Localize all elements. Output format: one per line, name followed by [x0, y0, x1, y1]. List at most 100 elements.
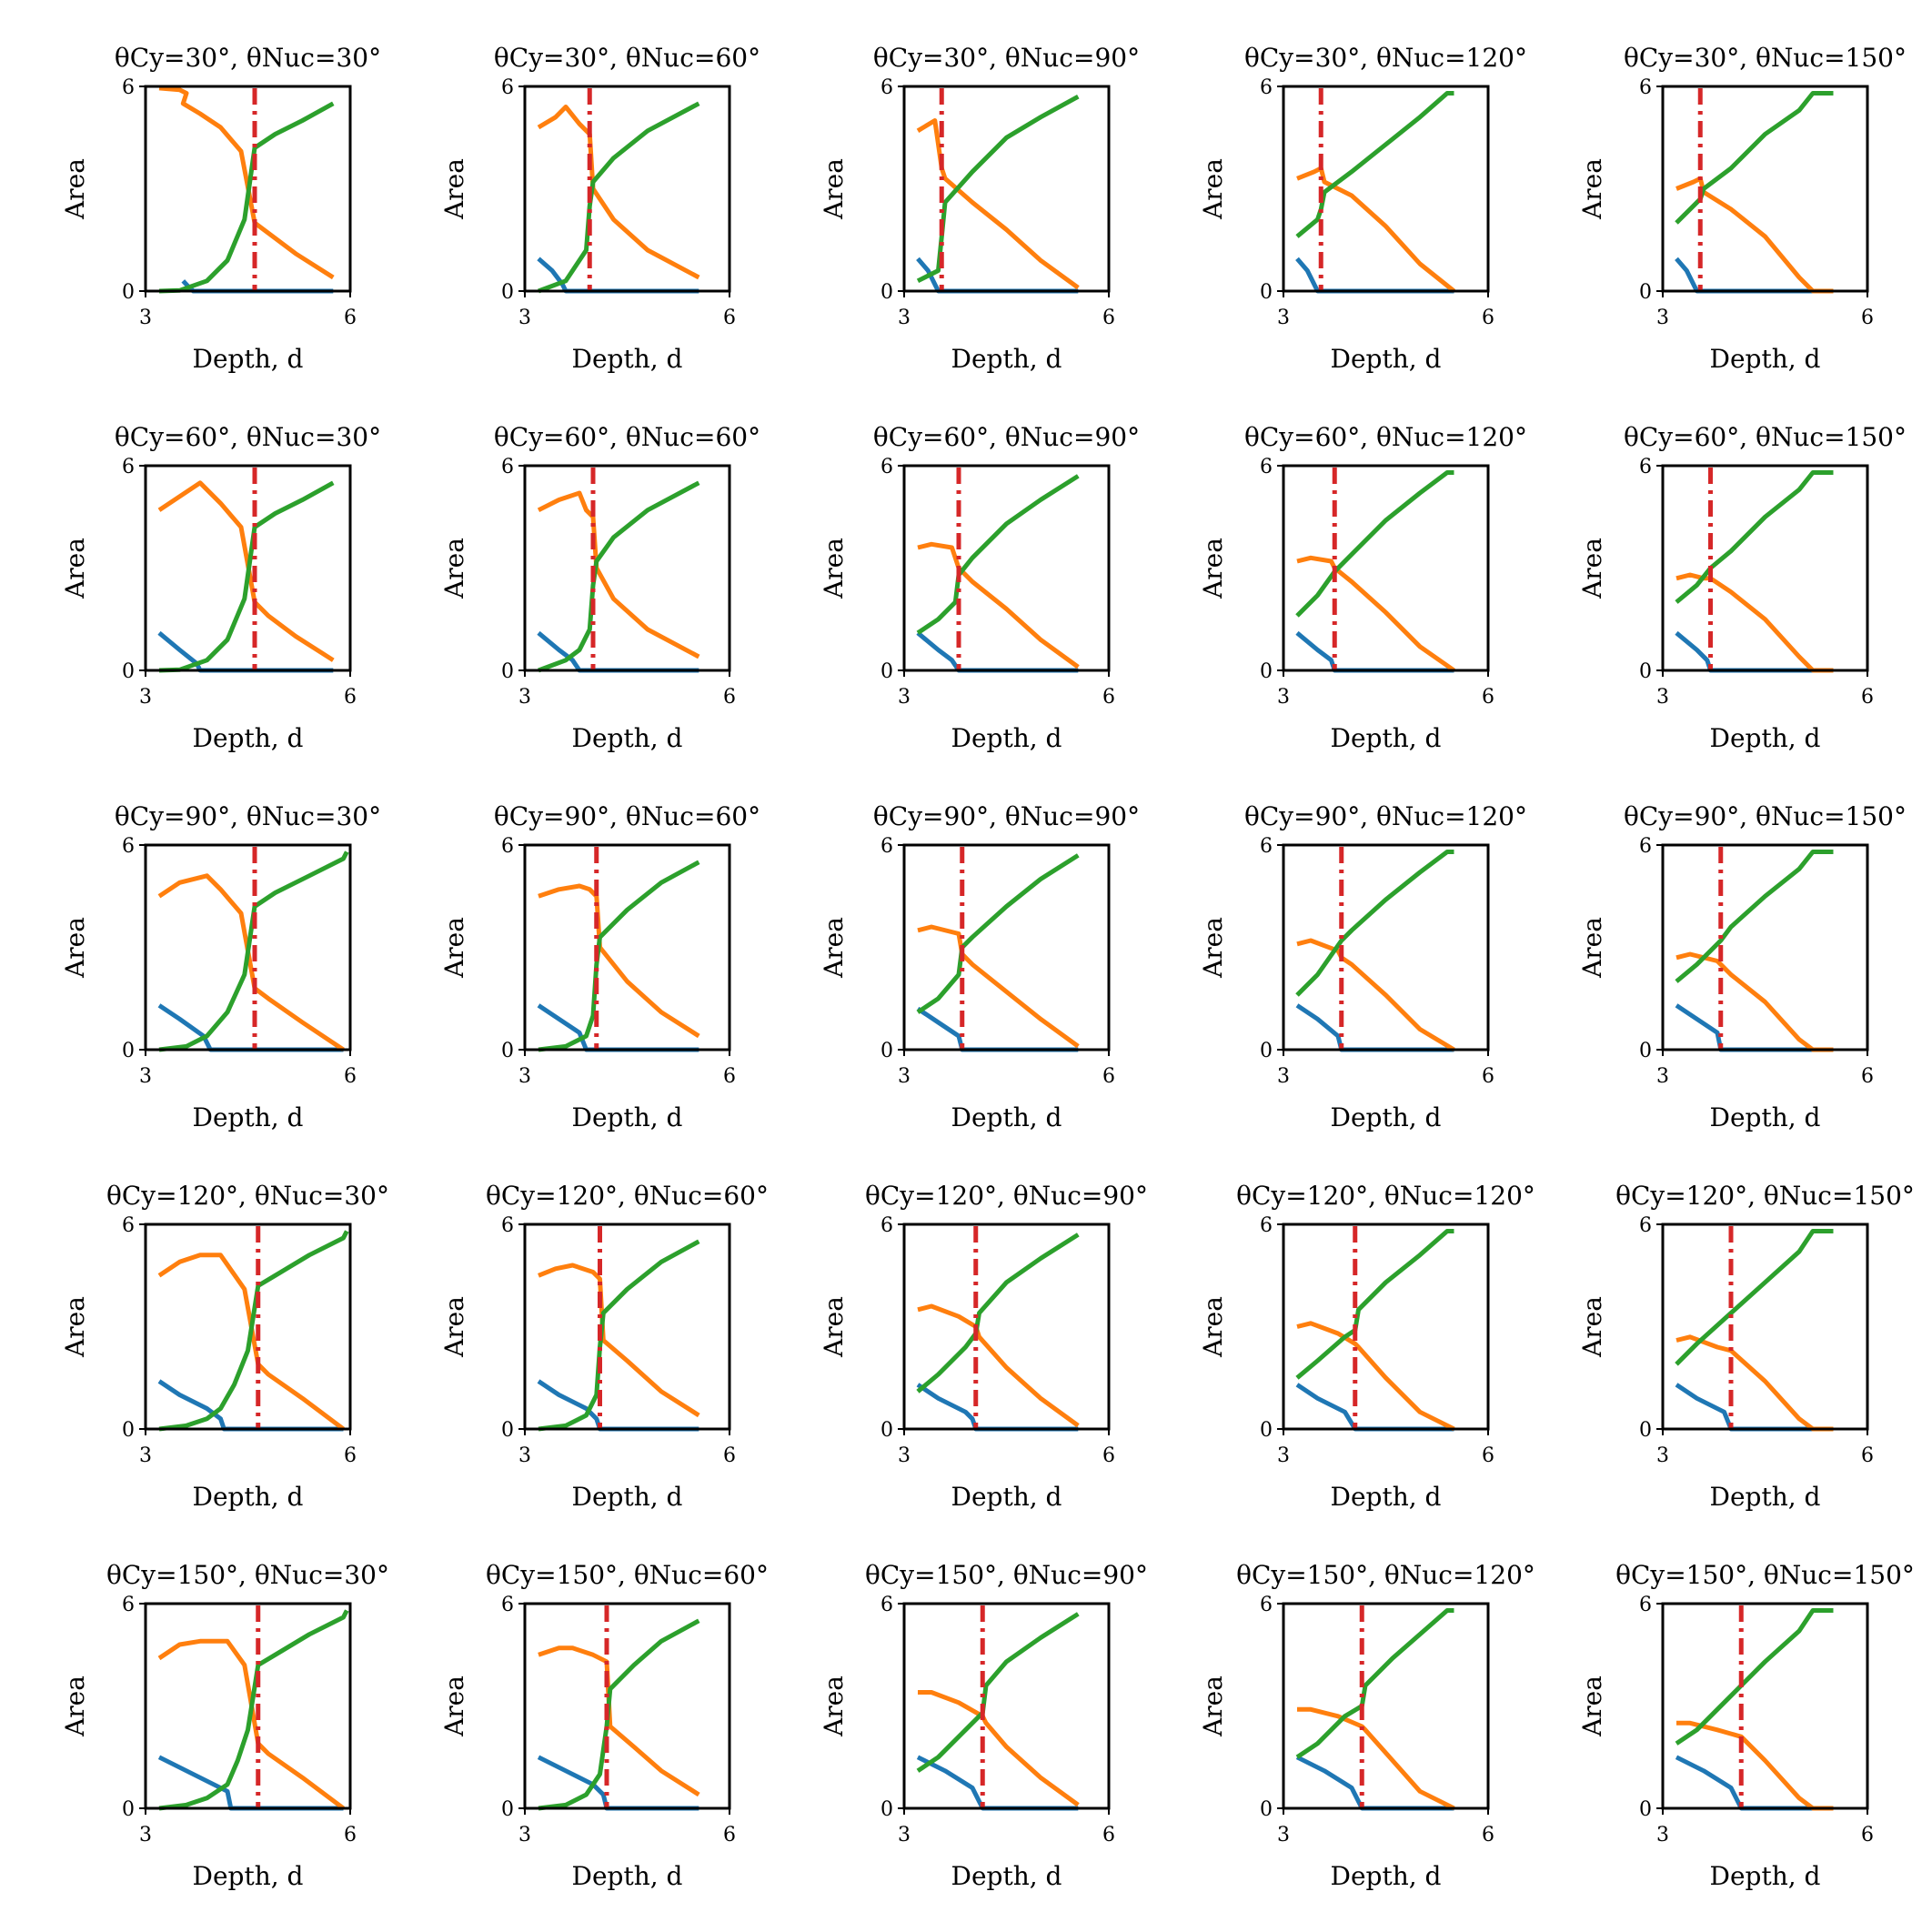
series-line-blue	[157, 1379, 344, 1432]
y-tick-label: 6	[501, 76, 514, 99]
x-axis-label: Depth, d	[951, 723, 1062, 753]
subplot-title: θCy=150°, θNuc=150°	[1615, 1560, 1915, 1590]
x-tick-label: 6	[1861, 1065, 1874, 1088]
subplot-title: θCy=150°, θNuc=90°	[865, 1560, 1148, 1590]
subplot-title: θCy=30°, θNuc=60°	[494, 43, 760, 73]
x-axis-label: Depth, d	[1710, 1861, 1821, 1891]
x-tick-label: 6	[1482, 1065, 1494, 1088]
series-line-orange	[1675, 951, 1834, 1052]
x-tick-label: 6	[1482, 307, 1494, 329]
x-tick-label: 3	[1277, 1824, 1290, 1846]
x-tick-label: 6	[1102, 1065, 1115, 1088]
y-tick-label: 0	[880, 1798, 893, 1821]
y-tick-label: 0	[880, 660, 893, 683]
y-axis-label: Area	[60, 917, 90, 979]
x-tick-label: 3	[518, 1824, 531, 1846]
y-axis-label: Area	[1577, 158, 1607, 220]
x-tick-label: 3	[1277, 307, 1290, 329]
y-tick-label: 6	[1639, 76, 1652, 99]
subplot-0-3: 3 6 0 6 θCy=30°, θNuc=120° Depth, d Area	[1198, 43, 1527, 374]
x-tick-label: 3	[139, 686, 152, 709]
series-line-orange	[917, 924, 1080, 1049]
series-line-blue	[157, 1003, 344, 1052]
series-line-green	[1675, 1229, 1834, 1366]
subplot-title: θCy=90°, θNuc=30°	[115, 801, 381, 831]
subplot-title: θCy=120°, θNuc=120°	[1236, 1181, 1535, 1211]
x-axis-label: Depth, d	[951, 1861, 1062, 1891]
subplot-title: θCy=60°, θNuc=150°	[1624, 422, 1907, 452]
x-axis-label: Depth, d	[1710, 344, 1821, 374]
subplot-0-0: 3 6 0 6 θCy=30°, θNuc=30° Depth, d Area	[60, 43, 381, 374]
series-line-orange	[537, 105, 700, 280]
x-axis-label: Depth, d	[193, 723, 304, 753]
y-axis-label: Area	[60, 1675, 90, 1737]
series-line-blue	[537, 630, 699, 673]
y-tick-label: 0	[501, 281, 514, 304]
y-tick-label: 0	[880, 1040, 893, 1062]
series-line-orange	[157, 1638, 345, 1811]
subplot-title: θCy=60°, θNuc=90°	[873, 422, 1140, 452]
subplot-title: θCy=30°, θNuc=120°	[1244, 43, 1527, 73]
subplot-4-1: 3 6 0 6 θCy=150°, θNuc=60° Depth, d Area	[439, 1560, 769, 1891]
y-tick-label: 6	[880, 456, 893, 478]
plot-frame	[902, 1602, 1111, 1810]
y-tick-label: 6	[1260, 76, 1273, 99]
y-axis-label: Area	[1198, 917, 1228, 979]
x-tick-label: 3	[1656, 686, 1669, 709]
subplot-title: θCy=120°, θNuc=60°	[486, 1181, 769, 1211]
series-line-orange	[1296, 1321, 1455, 1432]
subplot-title: θCy=90°, θNuc=60°	[494, 801, 760, 831]
x-tick-label: 3	[1656, 1824, 1669, 1846]
series-line-green	[916, 853, 1080, 1014]
plot-frame	[902, 85, 1111, 293]
y-tick-label: 6	[1639, 456, 1652, 478]
x-axis-label: Depth, d	[1710, 1102, 1821, 1132]
plot-frame	[523, 85, 731, 293]
subplot-3-0: 3 6 0 6 θCy=120°, θNuc=30° Depth, d Area	[60, 1181, 389, 1512]
subplot-1-3: 3 6 0 6 θCy=60°, θNuc=120° Depth, d Area	[1198, 422, 1527, 753]
series-line-blue	[1675, 1003, 1834, 1052]
x-tick-label: 3	[898, 686, 911, 709]
series-line-orange	[1296, 166, 1456, 293]
subplot-3-3: 3 6 0 6 θCy=120°, θNuc=120° Depth, d Area	[1198, 1181, 1535, 1512]
y-tick-label: 6	[122, 456, 135, 478]
subplot-title: θCy=30°, θNuc=30°	[115, 43, 381, 73]
x-tick-label: 3	[898, 1824, 911, 1846]
series-line-green	[538, 480, 700, 673]
y-axis-label: Area	[1577, 1675, 1607, 1737]
series-line-orange	[538, 1645, 700, 1797]
x-tick-label: 6	[723, 1444, 736, 1467]
y-axis-label: Area	[819, 1675, 849, 1737]
subplot-4-0: 3 6 0 6 θCy=150°, θNuc=30° Depth, d Area	[60, 1560, 389, 1891]
plot-frame	[1661, 1223, 1869, 1431]
series-line-green	[1675, 1608, 1834, 1746]
series-line-orange	[1297, 1706, 1455, 1811]
x-axis-label: Depth, d	[193, 1482, 304, 1512]
y-tick-label: 6	[501, 1214, 514, 1237]
y-tick-label: 0	[122, 660, 135, 683]
y-axis-label: Area	[1577, 1296, 1607, 1358]
x-axis-label: Depth, d	[572, 723, 683, 753]
y-tick-label: 6	[880, 835, 893, 858]
subplot-title: θCy=120°, θNuc=150°	[1615, 1181, 1915, 1211]
y-axis-label: Area	[439, 917, 469, 979]
y-tick-label: 0	[122, 1040, 135, 1062]
subplot-4-3: 3 6 0 6 θCy=150°, θNuc=120° Depth, d Area	[1198, 1560, 1535, 1891]
series-line-blue	[1675, 1755, 1834, 1811]
series-line-green	[158, 1609, 349, 1811]
series-line-blue	[537, 1003, 699, 1052]
x-axis-label: Depth, d	[572, 1861, 683, 1891]
subplot-title: θCy=90°, θNuc=150°	[1624, 801, 1907, 831]
y-tick-label: 6	[1260, 835, 1273, 858]
x-tick-label: 6	[1861, 686, 1874, 709]
x-tick-label: 6	[1861, 1824, 1874, 1846]
series-line-blue	[537, 1379, 699, 1432]
series-line-orange	[537, 490, 700, 659]
series-line-blue	[1295, 1383, 1454, 1432]
y-tick-label: 6	[880, 76, 893, 99]
x-axis-label: Depth, d	[572, 344, 683, 374]
plot-frame	[1282, 1223, 1490, 1431]
subplot-title: θCy=60°, θNuc=120°	[1244, 422, 1527, 452]
subplot-title: θCy=60°, θNuc=60°	[494, 422, 760, 452]
plot-frame	[144, 85, 352, 293]
